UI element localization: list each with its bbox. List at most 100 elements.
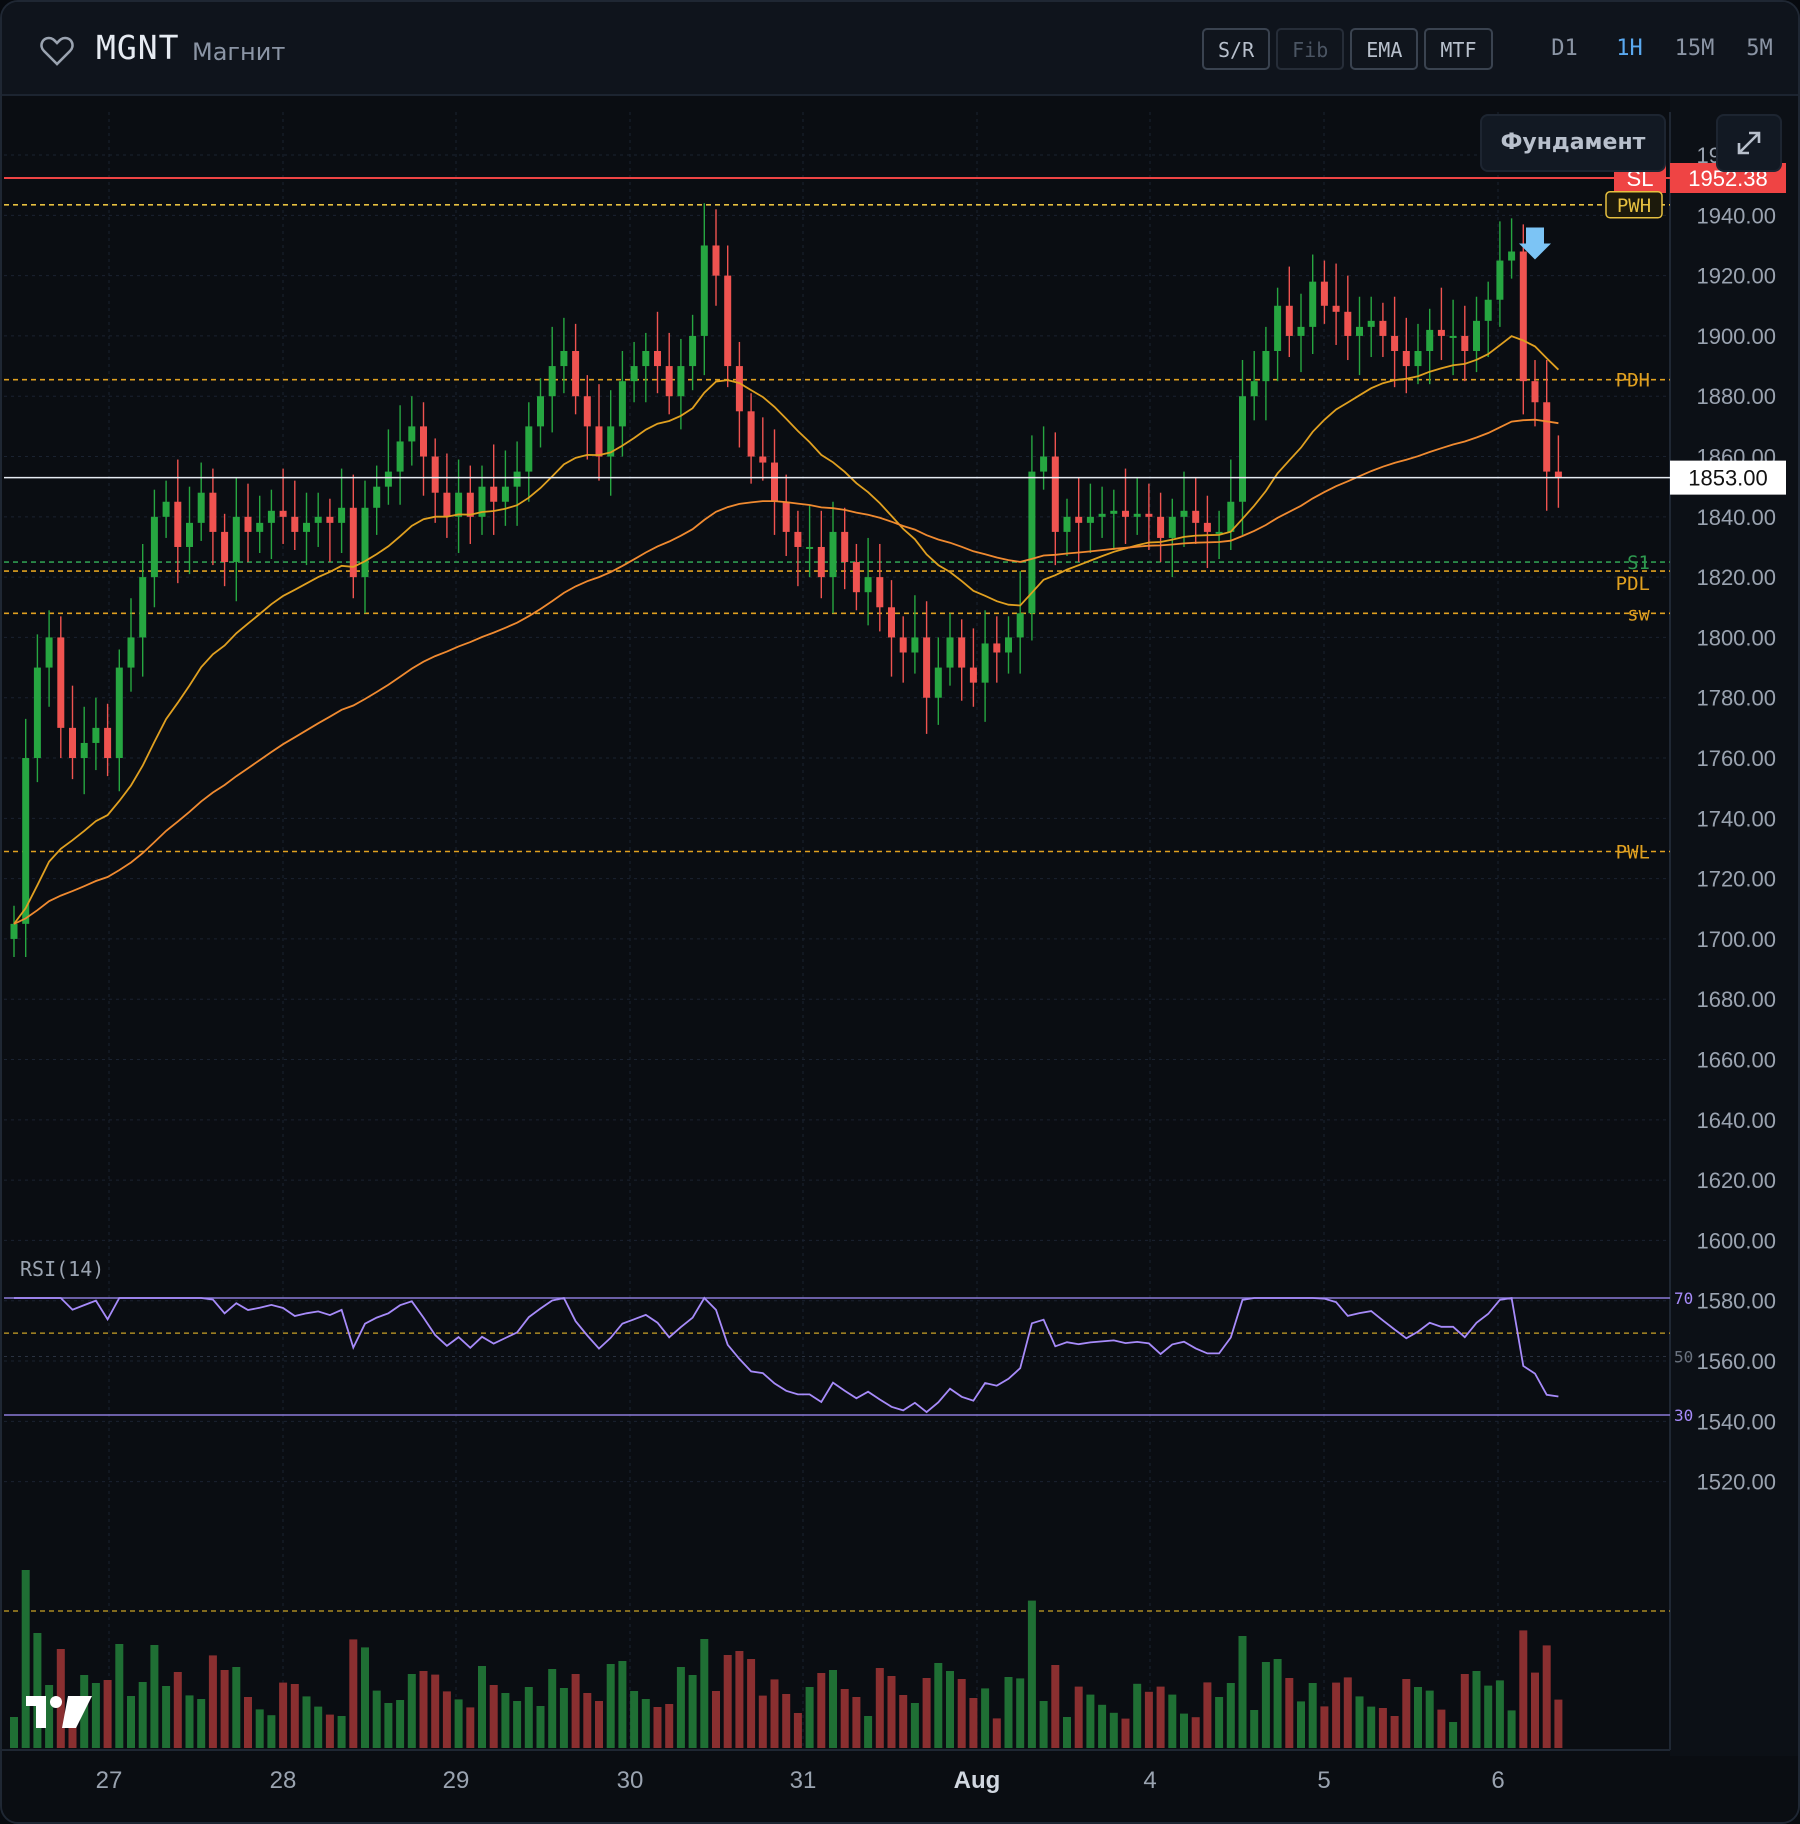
- candle-body: [1203, 522, 1211, 532]
- fib-toggle-button[interactable]: Fib: [1276, 28, 1345, 70]
- candle-body: [689, 335, 697, 367]
- price-tick-label: 1560.00: [1696, 1349, 1776, 1374]
- price-tick-label: 1760.00: [1696, 746, 1776, 771]
- candle-body: [525, 426, 533, 472]
- candle-body: [1028, 471, 1036, 614]
- candle-body: [1320, 281, 1328, 306]
- candle-body: [92, 727, 100, 743]
- price-chart[interactable]: 1960.001940.001920.001900.001880.001860.…: [2, 96, 1798, 1822]
- candle: [186, 486, 193, 575]
- volume-bar: [1308, 1683, 1317, 1748]
- candle: [747, 393, 755, 484]
- volume-bar: [290, 1684, 299, 1748]
- price-tick-label: 1780.00: [1696, 686, 1776, 711]
- candle: [349, 474, 357, 599]
- candle-body: [1402, 351, 1410, 367]
- volume-bar: [1285, 1678, 1294, 1748]
- time-tick-label: 5: [1317, 1767, 1330, 1794]
- candle-body: [724, 275, 732, 367]
- mtf-toggle-button[interactable]: MTF: [1424, 28, 1493, 70]
- timeframe-5m[interactable]: 5M: [1746, 36, 1773, 61]
- timeframe-1h[interactable]: 1H: [1616, 36, 1643, 61]
- candle: [1274, 287, 1282, 382]
- volume-bar: [606, 1664, 615, 1748]
- candle-body: [186, 522, 193, 547]
- candle-body: [256, 522, 264, 532]
- candle: [174, 459, 182, 584]
- candle-body: [981, 643, 989, 683]
- candle: [806, 504, 814, 578]
- candle-body: [10, 923, 18, 939]
- price-tick-label: 1900.00: [1696, 324, 1776, 349]
- candle: [1449, 299, 1457, 376]
- candle: [923, 601, 931, 734]
- volume-bar: [910, 1703, 919, 1748]
- candle: [1122, 468, 1129, 544]
- candle: [1356, 296, 1363, 376]
- price-tick-label: 1660.00: [1696, 1048, 1776, 1073]
- ema-toggle-button[interactable]: EMA: [1350, 28, 1419, 70]
- volume-bar: [302, 1696, 311, 1748]
- time-tick-label: 31: [790, 1767, 817, 1794]
- candle-body: [361, 507, 369, 578]
- candle: [291, 480, 299, 550]
- candle-body: [45, 637, 53, 668]
- heart-icon[interactable]: [40, 36, 74, 66]
- volume-bar: [138, 1682, 147, 1748]
- volume-bar: [618, 1661, 627, 1748]
- volume-bar: [1367, 1706, 1376, 1748]
- volume-bar: [279, 1682, 288, 1748]
- candle: [1110, 489, 1118, 550]
- sr-toggle-button[interactable]: S/R: [1202, 28, 1271, 70]
- volume-bar: [1144, 1691, 1153, 1748]
- candle: [513, 441, 521, 526]
- volume-bar: [1215, 1697, 1224, 1748]
- candle: [1098, 486, 1106, 538]
- volume-bar: [630, 1691, 639, 1748]
- volume-bar: [887, 1676, 896, 1748]
- candle: [431, 438, 439, 523]
- candle-body: [1531, 381, 1539, 403]
- volume-bar: [1437, 1709, 1446, 1748]
- candle: [1227, 459, 1235, 550]
- pwh-label: PWH: [1617, 195, 1651, 217]
- volume-bar: [489, 1685, 498, 1748]
- expand-button[interactable]: [1716, 114, 1782, 172]
- rsi-line: [14, 1296, 1559, 1414]
- candle-body: [1180, 510, 1188, 517]
- price-tick-label: 1820.00: [1696, 565, 1776, 590]
- volume-bar: [1355, 1696, 1364, 1748]
- rsi-lower-label: 30: [1674, 1406, 1693, 1425]
- candle: [69, 685, 76, 780]
- candle-body: [455, 492, 463, 517]
- timeframe-selector: D1 1H 15M 5M: [1532, 36, 1792, 61]
- candle: [981, 610, 989, 722]
- volume-bar: [1495, 1680, 1504, 1748]
- candle-body: [349, 507, 357, 578]
- volume-bar: [103, 1680, 112, 1748]
- volume-bar: [501, 1693, 510, 1748]
- timeframe-15m[interactable]: 15M: [1674, 36, 1715, 61]
- candle: [829, 501, 837, 614]
- timeframe-d1[interactable]: D1: [1551, 36, 1578, 61]
- candle-body: [923, 637, 931, 698]
- volume-bar: [992, 1718, 1001, 1748]
- candle-body: [513, 471, 521, 487]
- candle-body: [841, 531, 849, 563]
- price-tick-label: 1880.00: [1696, 384, 1776, 409]
- volume-bar: [536, 1706, 545, 1748]
- volume-bar: [33, 1633, 42, 1748]
- fundamentals-button[interactable]: Фундамент: [1480, 114, 1666, 172]
- candle: [934, 637, 942, 725]
- candle-body: [384, 471, 392, 487]
- candle: [1437, 287, 1445, 361]
- price-tick-label: 1640.00: [1696, 1108, 1776, 1133]
- volume-bar: [665, 1704, 674, 1748]
- candle: [1461, 305, 1469, 382]
- candle-body: [1367, 320, 1375, 327]
- rsi-upper-label: 70: [1674, 1289, 1693, 1308]
- candle: [1391, 296, 1399, 388]
- candle-body: [852, 562, 860, 593]
- volume-bar: [1191, 1717, 1200, 1748]
- candle-body: [572, 351, 580, 397]
